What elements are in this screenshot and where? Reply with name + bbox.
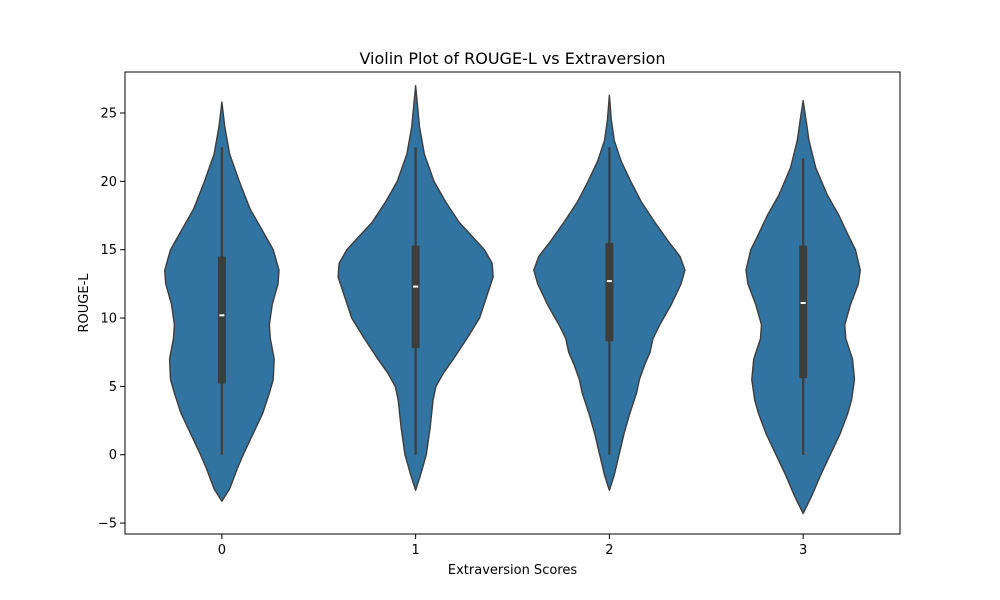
x-axis-label: Extraversion Scores [448, 563, 577, 578]
plot-frame [124, 71, 901, 535]
y-tick-label--5: −5 [98, 517, 117, 532]
y-tick-label-25: 25 [100, 107, 117, 122]
y-tick-label-10: 10 [100, 312, 117, 327]
y-tick-label-20: 20 [100, 175, 117, 190]
x-axis: 0 1 2 3 [218, 534, 807, 558]
y-tick-label-5: 5 [109, 380, 117, 395]
violin-iqr-box-1 [411, 245, 420, 349]
violin-3 [745, 100, 861, 515]
violin-iqr-box-0 [217, 256, 226, 384]
violin-1 [337, 84, 494, 491]
y-axis: −5 0 5 10 15 20 25 [98, 107, 125, 532]
chart-title: Violin Plot of ROUGE-L vs Extraversion [359, 49, 665, 68]
violin-iqr-box-2 [605, 242, 614, 342]
violins-layer [164, 84, 861, 515]
violin-2 [533, 94, 686, 491]
y-axis-label: ROUGE-L [77, 273, 92, 333]
x-tick-label-2: 2 [605, 543, 613, 558]
x-tick-label-0: 0 [218, 543, 226, 558]
violin-iqr-box-3 [799, 245, 808, 379]
y-tick-label-15: 15 [100, 243, 117, 258]
x-tick-label-3: 3 [799, 543, 807, 558]
x-tick-label-1: 1 [411, 543, 419, 558]
violin-0 [164, 101, 280, 502]
y-tick-label-0: 0 [109, 448, 117, 463]
